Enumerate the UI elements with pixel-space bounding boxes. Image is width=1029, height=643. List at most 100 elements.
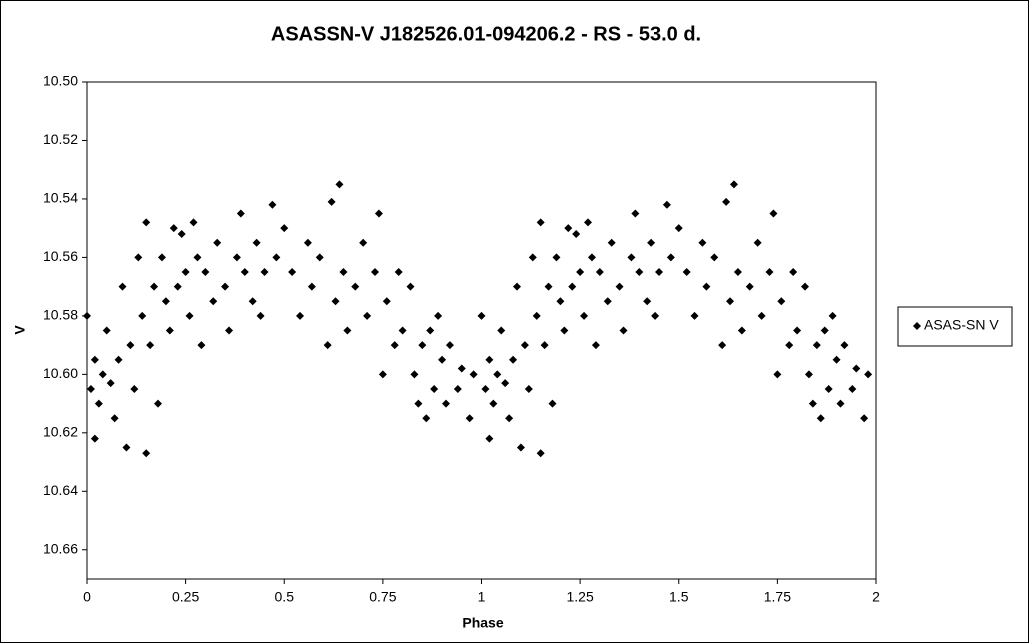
- point: [722, 197, 731, 206]
- point: [252, 238, 261, 247]
- point: [816, 414, 825, 423]
- point: [165, 326, 174, 335]
- point: [820, 326, 829, 335]
- point: [438, 355, 447, 364]
- point: [181, 268, 190, 277]
- y-tick-label: 10.56: [43, 248, 78, 264]
- point: [288, 268, 297, 277]
- point: [323, 341, 332, 350]
- point: [296, 311, 305, 320]
- point: [398, 326, 407, 335]
- point: [651, 311, 660, 320]
- point: [627, 253, 636, 262]
- point: [122, 443, 131, 452]
- legend-label: ASAS-SN V: [924, 317, 999, 333]
- point: [418, 341, 427, 350]
- point: [410, 370, 419, 379]
- point: [655, 268, 664, 277]
- point: [161, 297, 170, 306]
- point: [572, 230, 581, 239]
- x-axis-title: Phase: [462, 615, 503, 631]
- point: [146, 341, 155, 350]
- point: [757, 311, 766, 320]
- point: [840, 341, 849, 350]
- point: [808, 399, 817, 408]
- point: [726, 297, 735, 306]
- point: [327, 197, 336, 206]
- point: [516, 443, 525, 452]
- point: [765, 268, 774, 277]
- point: [213, 238, 222, 247]
- point: [307, 282, 316, 291]
- point: [800, 282, 809, 291]
- point: [457, 364, 466, 373]
- point: [568, 282, 577, 291]
- x-tick-label: 0.5: [275, 589, 295, 605]
- point: [142, 218, 151, 227]
- point: [445, 341, 454, 350]
- point: [560, 326, 569, 335]
- point: [674, 224, 683, 233]
- point: [824, 384, 833, 393]
- point: [836, 399, 845, 408]
- point: [737, 326, 746, 335]
- point: [441, 399, 450, 408]
- point: [90, 355, 99, 364]
- point: [532, 311, 541, 320]
- point: [544, 282, 553, 291]
- point: [260, 268, 269, 277]
- point: [315, 253, 324, 262]
- point: [477, 311, 486, 320]
- point: [268, 200, 277, 209]
- point: [501, 379, 510, 388]
- point: [331, 297, 340, 306]
- point: [414, 399, 423, 408]
- point: [753, 238, 762, 247]
- point: [465, 414, 474, 423]
- point: [382, 297, 391, 306]
- point: [201, 268, 210, 277]
- point: [189, 218, 198, 227]
- y-tick-label: 10.62: [43, 424, 78, 440]
- point: [406, 282, 415, 291]
- point: [272, 253, 281, 262]
- point: [603, 297, 612, 306]
- point: [169, 224, 178, 233]
- point: [635, 268, 644, 277]
- point: [505, 414, 514, 423]
- point: [106, 379, 115, 388]
- point: [848, 384, 857, 393]
- point: [698, 238, 707, 247]
- point: [852, 364, 861, 373]
- point: [142, 449, 151, 458]
- point: [430, 384, 439, 393]
- point: [86, 384, 95, 393]
- point: [607, 238, 616, 247]
- point: [363, 311, 372, 320]
- point: [520, 341, 529, 350]
- point: [729, 180, 738, 189]
- point: [591, 341, 600, 350]
- point: [832, 355, 841, 364]
- point: [256, 311, 265, 320]
- point: [789, 268, 798, 277]
- point: [90, 434, 99, 443]
- point: [615, 282, 624, 291]
- point: [374, 209, 383, 218]
- point: [556, 297, 565, 306]
- point: [343, 326, 352, 335]
- point: [773, 370, 782, 379]
- x-tick-label: 0: [83, 589, 91, 605]
- point: [177, 230, 186, 239]
- point: [225, 326, 234, 335]
- point: [682, 268, 691, 277]
- point: [185, 311, 194, 320]
- point: [232, 253, 241, 262]
- point: [209, 297, 218, 306]
- point: [540, 341, 549, 350]
- x-tick-label: 0.75: [369, 589, 396, 605]
- point: [643, 297, 652, 306]
- point: [339, 268, 348, 277]
- point: [98, 370, 107, 379]
